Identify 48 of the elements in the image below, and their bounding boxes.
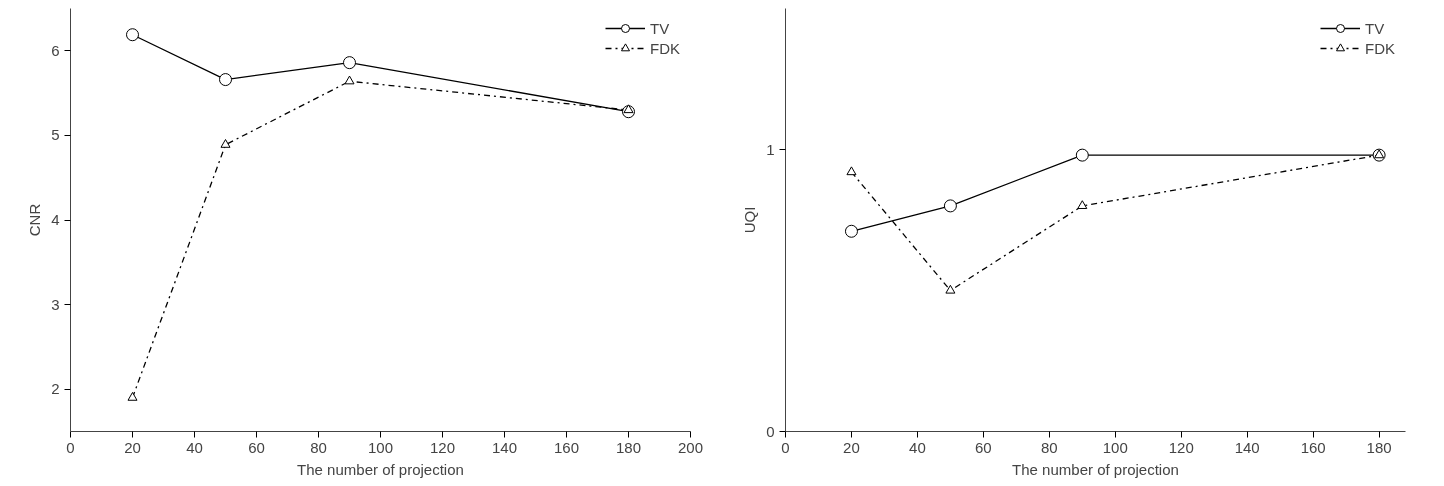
point (219, 73, 232, 87)
y-tick-label: 6 (51, 41, 60, 59)
legend-label: TV (1365, 19, 1385, 37)
x-tick-label: 100 (367, 438, 394, 456)
x-tick-label: 20 (124, 438, 141, 456)
x-tick-label: 80 (310, 438, 327, 456)
point (343, 56, 356, 70)
x-tick-label: 200 (677, 438, 704, 456)
y-tick-label: 2 (51, 380, 60, 398)
x-tick-label: 120 (1168, 438, 1194, 456)
legend-label: FDK (1365, 39, 1395, 57)
x-axis-title: The number of projection (1012, 460, 1179, 478)
legend-label: TV (650, 19, 670, 37)
x-tick-label: 180 (1366, 438, 1392, 456)
x-tick-label: 0 (781, 438, 790, 456)
x-tick-label: 140 (491, 438, 518, 456)
x-tick-label: 20 (843, 438, 860, 456)
x-tick-label: 0 (66, 438, 75, 456)
x-tick-label: 180 (615, 438, 642, 456)
y-axis-title: UQI (741, 206, 759, 234)
x-tick-label: 60 (248, 438, 265, 456)
point (1077, 200, 1088, 209)
x-tick-label: 160 (553, 438, 580, 456)
point (623, 104, 634, 114)
x-tick-label: 40 (186, 438, 203, 456)
x-axis-title: The number of projection (297, 460, 464, 478)
point (1075, 148, 1089, 162)
x-tick-label: 40 (909, 438, 926, 456)
point (220, 139, 231, 148)
y-tick-label: 3 (51, 295, 60, 313)
x-tick-label: 80 (1040, 438, 1058, 456)
point (844, 224, 858, 238)
x-tick-label: 100 (1102, 438, 1128, 456)
point (127, 391, 138, 401)
x-tick-label: 60 (975, 438, 992, 456)
y-axis-title: CNR (26, 203, 44, 237)
point (945, 284, 956, 294)
point (846, 166, 857, 176)
point (344, 75, 355, 85)
legend-label: FDK (650, 39, 680, 57)
y-tick-label: 5 (51, 126, 60, 144)
y-tick-label: 1 (766, 140, 775, 158)
x-tick-label: 120 (429, 438, 456, 456)
x-tick-label: 160 (1300, 438, 1326, 456)
x-tick-label: 140 (1234, 438, 1260, 456)
point (126, 28, 139, 42)
point (943, 199, 957, 213)
y-tick-label: 4 (51, 211, 60, 228)
